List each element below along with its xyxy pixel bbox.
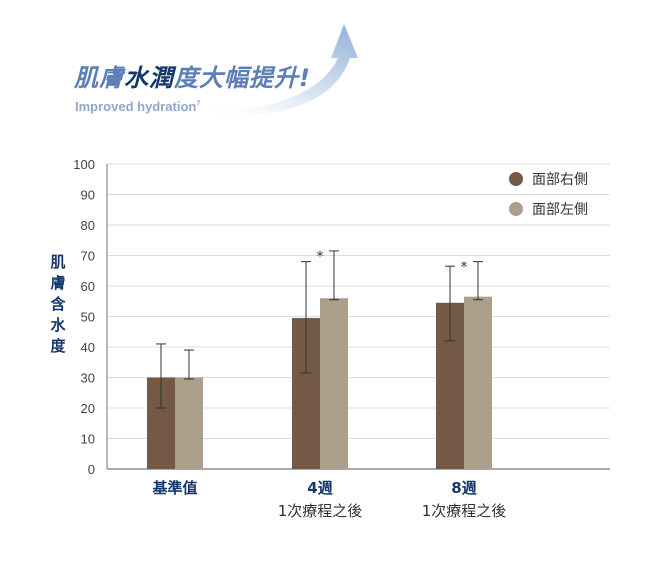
y-tick-label: 80: [81, 218, 95, 233]
y-tick-label: 50: [81, 310, 95, 325]
heading-emphasis: 水潤: [124, 64, 174, 92]
y-tick-label: 70: [81, 249, 95, 264]
x-tick-label: 4週: [307, 479, 332, 497]
chart-subheading: Improved hydration7: [75, 99, 200, 114]
y-tick-label: 20: [81, 401, 95, 416]
chart-heading: 肌膚水潤度大幅提升!: [74, 58, 311, 93]
y-tick-label: 100: [73, 157, 95, 172]
legend-swatch: [509, 172, 523, 186]
y-axis-label: 肌膚含水度: [50, 253, 66, 355]
significance-marker: *: [461, 260, 468, 276]
heading-part-2: 度大幅提升!: [174, 64, 311, 92]
y-tick-label: 60: [81, 279, 95, 294]
y-tick-label: 40: [81, 340, 95, 355]
x-tick-sublabel: 1次療程之後: [422, 502, 507, 520]
x-tick-label: 8週: [451, 479, 476, 497]
subheading-text: Improved hydration: [75, 99, 197, 114]
bar-left-face: [175, 377, 203, 469]
footnote-marker: 7: [196, 100, 201, 108]
heading-part-1: 肌膚: [74, 64, 124, 92]
x-tick-sublabel: 1次療程之後: [278, 502, 363, 520]
y-tick-label: 90: [81, 188, 95, 203]
x-tick-label: 基準值: [151, 479, 197, 497]
y-tick-label: 0: [88, 462, 95, 477]
significance-marker: *: [317, 249, 324, 265]
legend-label: 面部右側: [532, 172, 588, 188]
y-tick-label: 30: [81, 371, 95, 386]
legend-label: 面部左側: [532, 202, 588, 218]
upward-arrow-graphic: [190, 24, 358, 115]
y-tick-label: 10: [81, 432, 95, 447]
legend-swatch: [509, 202, 523, 216]
bar-left-face: [320, 298, 348, 469]
bar-left-face: [464, 296, 492, 469]
